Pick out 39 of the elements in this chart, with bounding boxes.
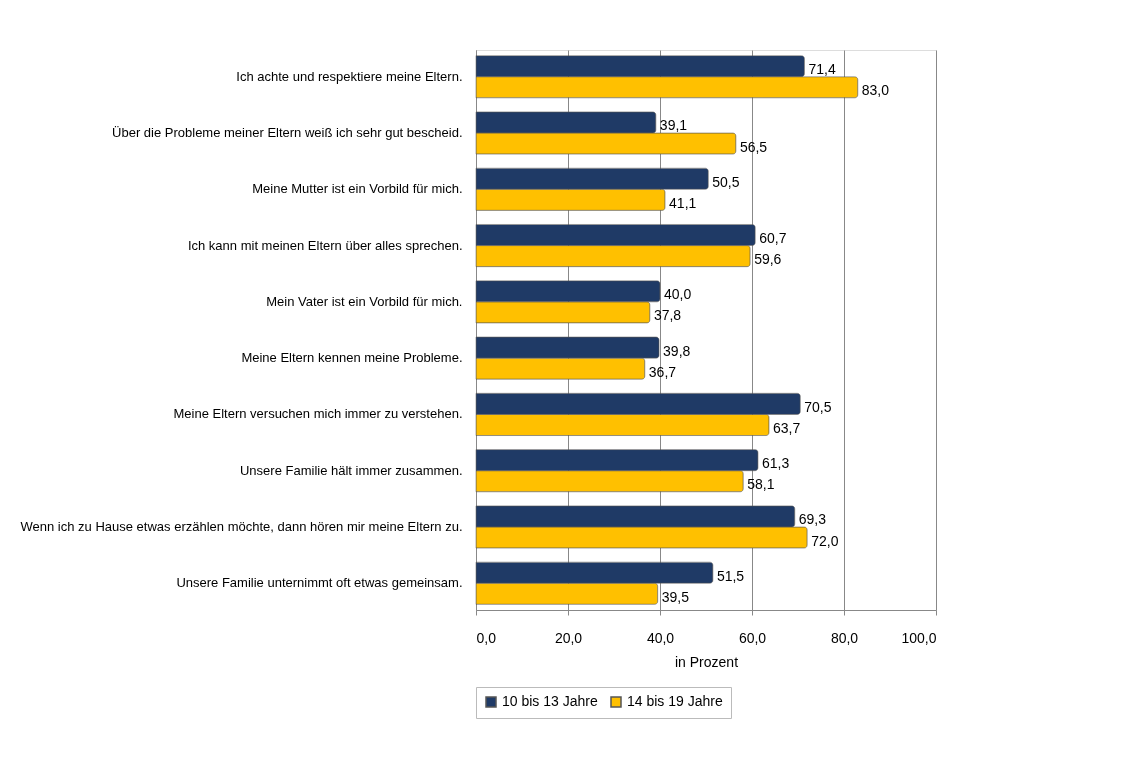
legend-label: 10 bis 13 Jahre: [502, 693, 598, 709]
y-tick-label: Wenn ich zu Hause etwas erzählen möchte, dann hören mir meine Eltern zu.: [20, 518, 463, 534]
data-label: 50,5: [712, 173, 740, 190]
data-label: 36,7: [648, 363, 677, 380]
x-tick-label: 0,0: [476, 629, 497, 646]
data-label: 40,0: [664, 286, 692, 303]
data-label: 60,7: [759, 230, 787, 247]
data-label: 39,5: [661, 588, 690, 605]
x-tick-label: 20,0: [554, 629, 583, 646]
x-tick-label: 80,0: [830, 629, 859, 646]
data-label: 56,5: [739, 138, 768, 155]
data-label: 37,8: [653, 307, 682, 324]
x-tick-label: 60,0: [738, 629, 767, 646]
y-tick-label: Unsere Familie unternimmt oft etwas gemeinsam.: [176, 575, 463, 591]
data-label: 61,3: [761, 455, 790, 472]
data-label: 58,1: [747, 476, 775, 493]
data-label: 83,0: [861, 82, 890, 99]
y-tick-label: Ich achte und respektiere meine Eltern.: [236, 68, 463, 84]
y-tick-label: Mein Vater ist ein Vorbild für mich.: [266, 293, 463, 309]
y-tick-label: Meine Eltern kennen meine Probleme.: [241, 350, 463, 366]
y-tick-label: Ich kann mit meinen Eltern über alles sprechen.: [187, 237, 463, 253]
y-tick-label: Meine Mutter ist ein Vorbild für mich.: [252, 181, 463, 197]
x-axis-title: in Prozent: [674, 653, 739, 670]
data-label: 71,4: [808, 61, 836, 78]
data-label: 69,3: [798, 511, 827, 528]
data-label: 39,8: [663, 342, 691, 359]
y-tick-label: Über die Probleme meiner Eltern weiß ich sehr gut bescheid.: [112, 125, 463, 141]
y-tick-label: Meine Eltern versuchen mich immer zu verstehen.: [173, 406, 463, 422]
data-label: 72,0: [811, 532, 839, 549]
data-label: 59,6: [754, 251, 782, 268]
x-tick-label: 40,0: [646, 629, 675, 646]
x-tick-label: 100,0: [901, 629, 937, 646]
y-tick-label: Unsere Familie hält immer zusammen.: [239, 462, 463, 478]
data-label: 51,5: [716, 567, 745, 584]
data-label: 39,1: [659, 117, 688, 134]
data-label: 41,1: [669, 194, 697, 211]
legend-label: 14 bis 19 Jahre: [627, 693, 723, 709]
data-label: 63,7: [773, 419, 801, 436]
data-label: 70,5: [804, 398, 832, 415]
